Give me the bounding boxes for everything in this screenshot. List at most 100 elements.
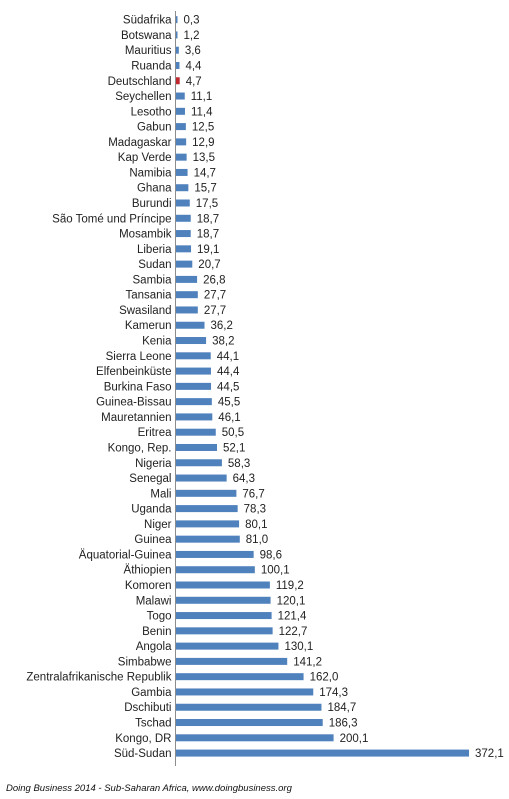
bar bbox=[176, 184, 189, 192]
category-label: Botswana bbox=[121, 30, 172, 42]
category-label: Elfenbeinküste bbox=[96, 366, 171, 378]
category-label: Mauritius bbox=[125, 45, 172, 57]
category-label: Mali bbox=[150, 488, 171, 500]
bar bbox=[176, 612, 272, 620]
bar bbox=[176, 92, 185, 100]
bar bbox=[176, 245, 192, 253]
bar bbox=[176, 474, 227, 482]
category-label: Kap Verde bbox=[118, 152, 172, 164]
data-label: 174,3 bbox=[319, 687, 348, 699]
bar bbox=[176, 505, 238, 513]
bar bbox=[176, 398, 212, 406]
category-label: Angola bbox=[136, 641, 172, 653]
bar bbox=[176, 596, 271, 604]
category-label: Tansania bbox=[125, 290, 172, 302]
bar bbox=[176, 566, 255, 574]
data-label: 17,5 bbox=[196, 198, 218, 210]
category-label: Gambia bbox=[131, 687, 172, 699]
bar bbox=[176, 520, 240, 528]
data-label: 184,7 bbox=[327, 702, 356, 714]
data-label: 12,9 bbox=[192, 137, 214, 149]
category-label: Liberia bbox=[137, 244, 172, 256]
bar bbox=[176, 321, 205, 329]
bar bbox=[176, 428, 216, 436]
bar bbox=[176, 734, 334, 742]
bar bbox=[176, 719, 323, 727]
data-label: 4,7 bbox=[186, 76, 202, 88]
category-label: Sudan bbox=[138, 259, 171, 271]
data-label: 119,2 bbox=[276, 580, 304, 592]
bar bbox=[176, 61, 180, 69]
data-label: 200,1 bbox=[340, 733, 369, 745]
bar bbox=[176, 459, 222, 467]
bar bbox=[176, 260, 193, 268]
category-label: Zentralafrikanische Republik bbox=[26, 672, 171, 684]
category-label: Nigeria bbox=[135, 458, 172, 470]
category-label: Mosambik bbox=[119, 229, 172, 241]
data-label: 78,3 bbox=[244, 504, 266, 516]
category-label: Südafrika bbox=[123, 15, 172, 27]
data-label: 76,7 bbox=[242, 488, 264, 500]
data-label: 141,2 bbox=[293, 656, 322, 668]
data-label: 45,5 bbox=[218, 397, 240, 409]
bar bbox=[176, 443, 218, 451]
category-label: Madagaskar bbox=[108, 137, 171, 149]
data-label: 186,3 bbox=[329, 718, 358, 730]
data-label: 121,4 bbox=[278, 611, 307, 623]
data-label: 44,5 bbox=[217, 381, 239, 393]
bar bbox=[176, 749, 470, 757]
bar bbox=[176, 489, 237, 497]
data-label: 162,0 bbox=[310, 672, 339, 684]
data-label: 38,2 bbox=[212, 336, 234, 348]
bar bbox=[176, 413, 213, 421]
bar bbox=[176, 168, 188, 176]
source-note: Doing Business 2014 - Sub-Saharan Africa… bbox=[6, 783, 292, 794]
bar-chart: Südafrika 0,3 Botswana 1,2 Mauritius 3,6 Ruand… bbox=[26, 11, 504, 766]
category-label: Guinea-Bissau bbox=[96, 397, 171, 409]
bar bbox=[176, 107, 185, 115]
data-label: 100,1 bbox=[261, 565, 290, 577]
category-label: Kongo, DR bbox=[115, 733, 171, 745]
category-label: Dschibuti bbox=[124, 702, 171, 714]
category-label: Äthiopien bbox=[124, 565, 172, 577]
bar bbox=[176, 367, 211, 375]
category-label: Burkina Faso bbox=[104, 381, 172, 393]
data-label: 80,1 bbox=[245, 519, 267, 531]
category-label: Swasiland bbox=[119, 305, 171, 317]
bar bbox=[176, 123, 186, 131]
data-label: 46,1 bbox=[218, 412, 240, 424]
category-label: Kamerun bbox=[125, 320, 172, 332]
data-label: 130,1 bbox=[284, 641, 313, 653]
data-label: 44,4 bbox=[217, 366, 240, 378]
category-label: Malawi bbox=[136, 595, 172, 607]
bar bbox=[176, 138, 187, 146]
category-label: Ghana bbox=[137, 183, 172, 195]
bar bbox=[176, 230, 191, 238]
bar bbox=[176, 153, 187, 161]
category-label: Simbabwe bbox=[118, 656, 172, 668]
bar bbox=[176, 703, 322, 711]
category-label: Guinea bbox=[134, 534, 172, 546]
category-label: Lesotho bbox=[131, 106, 172, 118]
category-label: Eritrea bbox=[138, 427, 172, 439]
bar bbox=[176, 77, 180, 85]
bar bbox=[176, 657, 288, 665]
data-label: 372,1 bbox=[475, 748, 504, 760]
data-label: 18,7 bbox=[197, 213, 219, 225]
category-label: Niger bbox=[144, 519, 172, 531]
bar bbox=[176, 275, 198, 283]
data-label: 13,5 bbox=[193, 152, 215, 164]
category-label: Kongo, Rep. bbox=[108, 442, 172, 454]
data-label: 20,7 bbox=[198, 259, 220, 271]
category-label: Sierra Leone bbox=[106, 351, 172, 363]
data-label: 50,5 bbox=[222, 427, 244, 439]
bar bbox=[176, 581, 270, 589]
bar bbox=[176, 199, 190, 207]
bar bbox=[176, 642, 279, 650]
data-label: 11,4 bbox=[191, 106, 213, 118]
data-label: 36,2 bbox=[211, 320, 233, 332]
data-label: 52,1 bbox=[223, 442, 245, 454]
category-label: São Tomé und Príncipe bbox=[52, 213, 171, 225]
data-label: 64,3 bbox=[233, 473, 255, 485]
data-label: 120,1 bbox=[277, 595, 306, 607]
